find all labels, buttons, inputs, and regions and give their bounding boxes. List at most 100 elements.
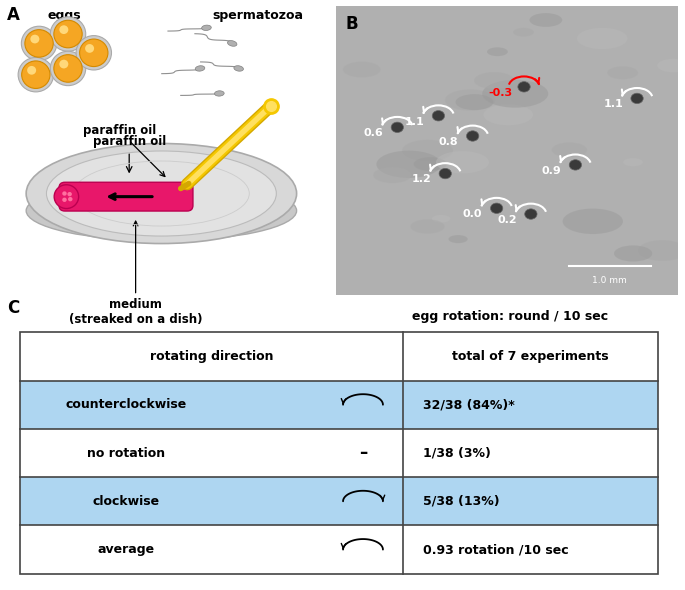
Text: A: A — [7, 6, 20, 24]
Text: no rotation: no rotation — [88, 447, 166, 460]
Text: 1.1: 1.1 — [603, 99, 623, 109]
Text: spermatozoa: spermatozoa — [212, 9, 303, 22]
Ellipse shape — [414, 157, 447, 171]
Text: –: – — [359, 444, 367, 462]
Circle shape — [79, 39, 108, 67]
Circle shape — [631, 93, 643, 104]
Text: paraffin oil: paraffin oil — [83, 124, 165, 176]
Circle shape — [67, 192, 72, 196]
Bar — [20, 332, 403, 381]
Bar — [403, 429, 658, 477]
Ellipse shape — [227, 41, 237, 46]
Text: egg rotation: round / 10 sec: egg rotation: round / 10 sec — [412, 310, 608, 323]
Ellipse shape — [445, 90, 495, 111]
Circle shape — [54, 20, 82, 48]
Text: 0.9: 0.9 — [542, 166, 561, 176]
Ellipse shape — [562, 209, 623, 234]
Bar — [403, 477, 658, 526]
Text: 1.2: 1.2 — [412, 175, 431, 184]
Ellipse shape — [432, 215, 450, 222]
FancyBboxPatch shape — [59, 182, 193, 211]
Text: 1/38 (3%): 1/38 (3%) — [423, 447, 490, 460]
Circle shape — [60, 25, 68, 34]
Circle shape — [490, 203, 503, 214]
Bar — [403, 526, 658, 573]
Ellipse shape — [26, 181, 297, 241]
Text: 0.6: 0.6 — [364, 128, 383, 138]
Circle shape — [21, 26, 57, 61]
Bar — [20, 381, 403, 429]
Circle shape — [27, 66, 36, 75]
Text: 32/38 (84%)*: 32/38 (84%)* — [423, 398, 514, 411]
Ellipse shape — [195, 65, 205, 71]
Circle shape — [62, 191, 66, 196]
Ellipse shape — [577, 28, 627, 49]
Text: 0.2: 0.2 — [497, 215, 516, 225]
Ellipse shape — [373, 167, 412, 183]
Circle shape — [391, 122, 403, 133]
Ellipse shape — [513, 28, 534, 37]
Ellipse shape — [436, 151, 489, 173]
Ellipse shape — [449, 235, 468, 243]
Ellipse shape — [26, 143, 297, 244]
Bar — [20, 429, 403, 477]
Ellipse shape — [456, 94, 493, 110]
Circle shape — [60, 60, 68, 68]
Ellipse shape — [234, 65, 243, 71]
Text: C: C — [7, 299, 19, 317]
Circle shape — [54, 185, 79, 208]
Text: counterclockwise: counterclockwise — [66, 398, 187, 411]
Ellipse shape — [638, 240, 685, 261]
Text: clockwise: clockwise — [93, 495, 160, 508]
Circle shape — [525, 209, 537, 219]
Circle shape — [76, 35, 112, 70]
Ellipse shape — [214, 91, 224, 96]
Text: B: B — [346, 15, 358, 32]
Bar — [20, 526, 403, 573]
Ellipse shape — [530, 13, 562, 27]
Ellipse shape — [484, 104, 533, 125]
Bar — [403, 332, 658, 381]
Circle shape — [466, 131, 479, 141]
Text: medium
(streaked on a dish): medium (streaked on a dish) — [69, 221, 202, 326]
Ellipse shape — [343, 61, 381, 77]
Ellipse shape — [551, 142, 587, 158]
Circle shape — [432, 110, 445, 121]
Circle shape — [439, 168, 451, 179]
Ellipse shape — [47, 151, 276, 236]
Text: eggs: eggs — [48, 9, 82, 22]
Circle shape — [22, 61, 50, 88]
Circle shape — [62, 198, 66, 202]
Ellipse shape — [410, 219, 445, 234]
Ellipse shape — [607, 66, 638, 79]
Text: 0.8: 0.8 — [439, 137, 458, 147]
Text: 1.0 mm: 1.0 mm — [593, 276, 627, 285]
Ellipse shape — [201, 25, 211, 31]
Text: rotating direction: rotating direction — [150, 350, 273, 363]
Circle shape — [18, 57, 53, 92]
Circle shape — [50, 17, 86, 51]
Ellipse shape — [614, 245, 652, 261]
Text: 0.93 rotation /10 sec: 0.93 rotation /10 sec — [423, 543, 569, 556]
Circle shape — [68, 197, 73, 201]
Circle shape — [50, 51, 86, 86]
Circle shape — [25, 30, 53, 57]
Circle shape — [30, 35, 39, 44]
Circle shape — [54, 55, 82, 82]
Ellipse shape — [376, 150, 441, 178]
Text: 0.0: 0.0 — [463, 209, 482, 219]
Ellipse shape — [623, 158, 643, 166]
Text: average: average — [98, 543, 155, 556]
Text: paraffin oil: paraffin oil — [92, 135, 166, 148]
Ellipse shape — [487, 47, 508, 56]
Circle shape — [569, 160, 582, 170]
Bar — [20, 477, 403, 526]
Ellipse shape — [402, 140, 453, 161]
Text: 5/38 (13%): 5/38 (13%) — [423, 495, 499, 508]
Ellipse shape — [482, 80, 548, 108]
Bar — [403, 381, 658, 429]
Circle shape — [85, 44, 94, 53]
Text: 1.1: 1.1 — [405, 117, 424, 126]
Ellipse shape — [474, 72, 514, 89]
Circle shape — [518, 81, 530, 92]
